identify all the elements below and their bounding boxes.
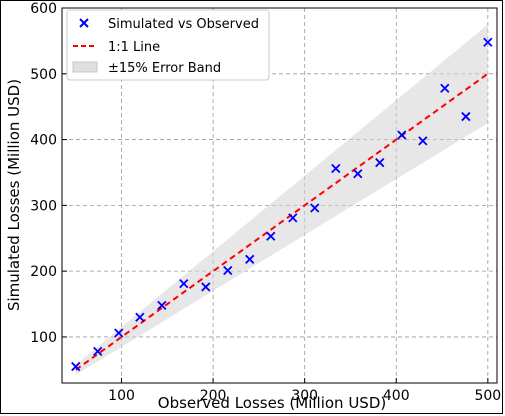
x-axis-ticks: 100 200 300 400 500 [108,378,501,404]
x-tick-label: 500 [474,388,501,404]
data-point [114,328,124,338]
x-tick-label: 300 [291,388,318,404]
y-axis-title: Simulated Losses (Million USD) [5,79,23,311]
data-point [179,279,189,289]
one-to-one-line [75,72,489,371]
data-point [375,157,385,168]
legend-box [66,9,270,81]
data-point [135,312,145,322]
data-point [288,213,298,223]
x-tick-label: 400 [383,388,410,404]
data-point [245,254,255,264]
y-tick-label: 500 [30,67,57,83]
data-point [93,346,103,357]
y-tick-label: 600 [30,1,57,17]
scatter-points [71,37,493,372]
legend-band-swatch-icon [72,61,98,73]
data-point [353,169,363,179]
y-tick-label: 400 [30,133,57,149]
data-point [201,282,211,292]
data-point [440,83,450,93]
legend-label-line: 1:1 Line [108,40,160,55]
data-point [397,130,407,140]
data-point [461,111,471,122]
x-tick-label: 100 [108,388,135,404]
y-axis-ticks: 100 200 300 400 500 600 [30,1,67,346]
data-point [418,136,428,146]
legend-label-scatter: Simulated vs Observed [108,17,259,32]
data-point [331,163,341,174]
legend-label-band: ±15% Error Band [108,61,221,76]
y-tick-label: 300 [30,198,57,214]
data-point [266,231,276,241]
data-point [483,37,493,47]
x-axis-title: Observed Losses (Million USD) [158,394,386,412]
data-point [223,265,233,276]
y-tick-label: 100 [30,330,57,346]
data-point [71,361,81,372]
x-tick-label: 200 [200,388,227,404]
error-band [75,24,488,375]
legend: Simulated vs Observed 1:1 Line ±15% Erro… [66,9,270,81]
y-tick-label: 200 [30,264,57,280]
data-point [157,300,167,311]
data-point [310,203,320,213]
legend-marker-x-icon [79,18,89,28]
plot-area-border [61,7,498,384]
